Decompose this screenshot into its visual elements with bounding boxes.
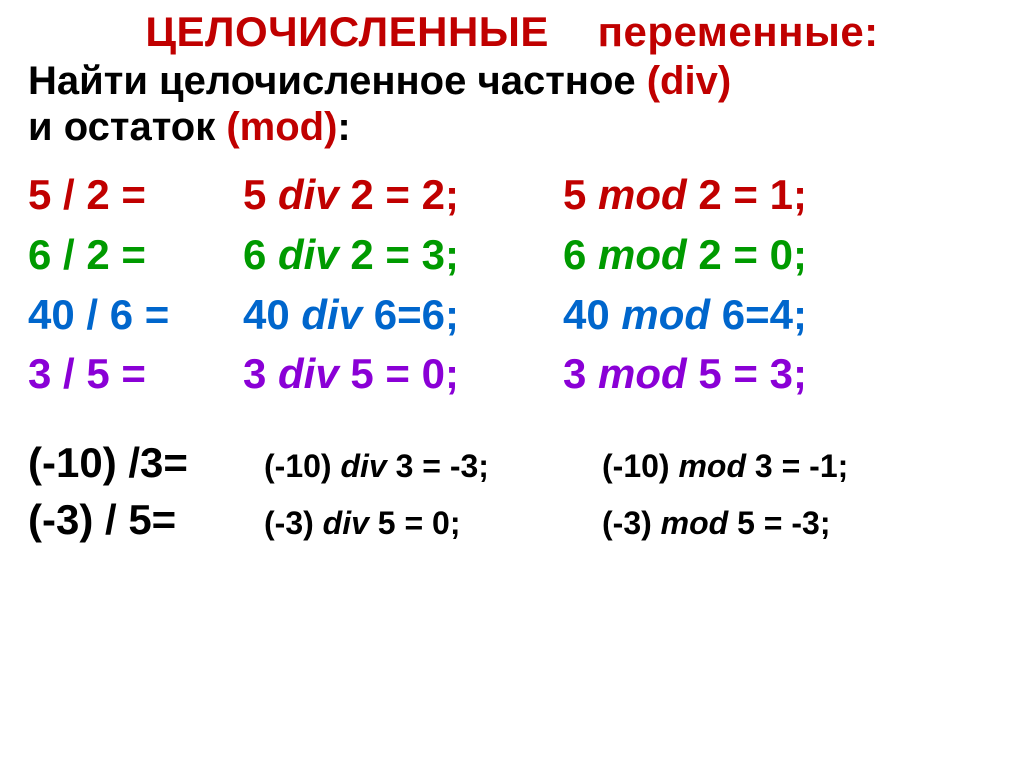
div-b: 2 = 3; <box>339 231 459 278</box>
neg-div-op: div <box>340 448 386 484</box>
div-b: 2 = 2; <box>339 171 459 218</box>
div-expr: 5 div 2 = 2; <box>243 168 563 222</box>
frac-expr: 6 / 2 = <box>28 228 243 282</box>
subtitle-line2-text: и остаток <box>28 105 226 149</box>
div-a: 5 <box>243 171 278 218</box>
mod-op: mod <box>621 291 710 338</box>
div-expr: 3 div 5 = 0; <box>243 347 563 401</box>
neg-div-op: div <box>323 505 369 541</box>
subtitle-div-paren: (div) <box>647 59 731 103</box>
neg-div: (-3) div 5 = 0; <box>264 502 594 545</box>
div-op: div <box>278 231 339 278</box>
mod-a: 6 <box>563 231 598 278</box>
mod-expr: 5 mod 2 = 1; <box>563 168 996 222</box>
neg-mod-a: (-3) <box>602 505 661 541</box>
div-op: div <box>301 291 362 338</box>
neg-frac: (-10) /3= <box>28 435 256 492</box>
slide-subtitle: Найти целочисленное частное (div) и оста… <box>28 58 996 150</box>
mod-op: mod <box>598 231 687 278</box>
div-b: 6=6; <box>362 291 459 338</box>
mod-b: 2 = 0; <box>687 231 807 278</box>
slide-title: ЦЕЛОЧИСЛЕННЫЕ переменные: <box>28 8 996 56</box>
div-expr: 6 div 2 = 3; <box>243 228 563 282</box>
div-a: 40 <box>243 291 301 338</box>
div-op: div <box>278 171 339 218</box>
div-a: 3 <box>243 350 278 397</box>
mod-op: mod <box>598 171 687 218</box>
frac-expr: 3 / 5 = <box>28 347 243 401</box>
neg-mod-op: mod <box>678 448 746 484</box>
div-a: 6 <box>243 231 278 278</box>
mod-b: 5 = 3; <box>687 350 807 397</box>
neg-mod: (-3) mod 5 = -3; <box>602 502 830 545</box>
negative-examples: (-10) /3= (-10) div 3 = -3; (-10) mod 3 … <box>28 435 996 548</box>
neg-mod-op: mod <box>661 505 729 541</box>
title-word-1: ЦЕЛОЧИСЛЕННЫЕ <box>145 8 549 55</box>
slide: ЦЕЛОЧИСЛЕННЫЕ переменные: Найти целочисл… <box>0 0 1024 767</box>
div-b: 5 = 0; <box>339 350 459 397</box>
frac-expr: 40 / 6 = <box>28 288 243 342</box>
mod-a: 3 <box>563 350 598 397</box>
neg-row: (-3) / 5= (-3) div 5 = 0; (-3) mod 5 = -… <box>28 492 996 549</box>
mod-expr: 40 mod 6=4; <box>563 288 996 342</box>
div-expr: 40 div 6=6; <box>243 288 563 342</box>
neg-mod: (-10) mod 3 = -1; <box>602 445 848 488</box>
title-spacer <box>561 8 585 55</box>
neg-row: (-10) /3= (-10) div 3 = -3; (-10) mod 3 … <box>28 435 996 492</box>
mod-expr: 3 mod 5 = 3; <box>563 347 996 401</box>
mod-b: 2 = 1; <box>687 171 807 218</box>
neg-mod-b: 5 = -3; <box>728 505 830 541</box>
neg-div: (-10) div 3 = -3; <box>264 445 594 488</box>
div-op: div <box>278 350 339 397</box>
neg-div-a: (-10) <box>264 448 340 484</box>
neg-div-b: 5 = 0; <box>369 505 461 541</box>
neg-div-a: (-3) <box>264 505 323 541</box>
subtitle-mod-paren: (mod) <box>226 105 337 149</box>
mod-a: 40 <box>563 291 621 338</box>
mod-expr: 6 mod 2 = 0; <box>563 228 996 282</box>
title-word-2: переменные: <box>598 8 879 55</box>
mod-a: 5 <box>563 171 598 218</box>
neg-mod-b: 3 = -1; <box>746 448 848 484</box>
mod-op: mod <box>598 350 687 397</box>
examples-grid: 5 / 2 = 5 div 2 = 2; 5 mod 2 = 1; 6 / 2 … <box>28 168 996 401</box>
frac-expr: 5 / 2 = <box>28 168 243 222</box>
neg-mod-a: (-10) <box>602 448 678 484</box>
subtitle-line1-text: Найти целочисленное частное <box>28 59 647 103</box>
mod-b: 6=4; <box>710 291 807 338</box>
neg-div-b: 3 = -3; <box>387 448 489 484</box>
subtitle-colon: : <box>337 105 350 149</box>
neg-frac: (-3) / 5= <box>28 492 256 549</box>
